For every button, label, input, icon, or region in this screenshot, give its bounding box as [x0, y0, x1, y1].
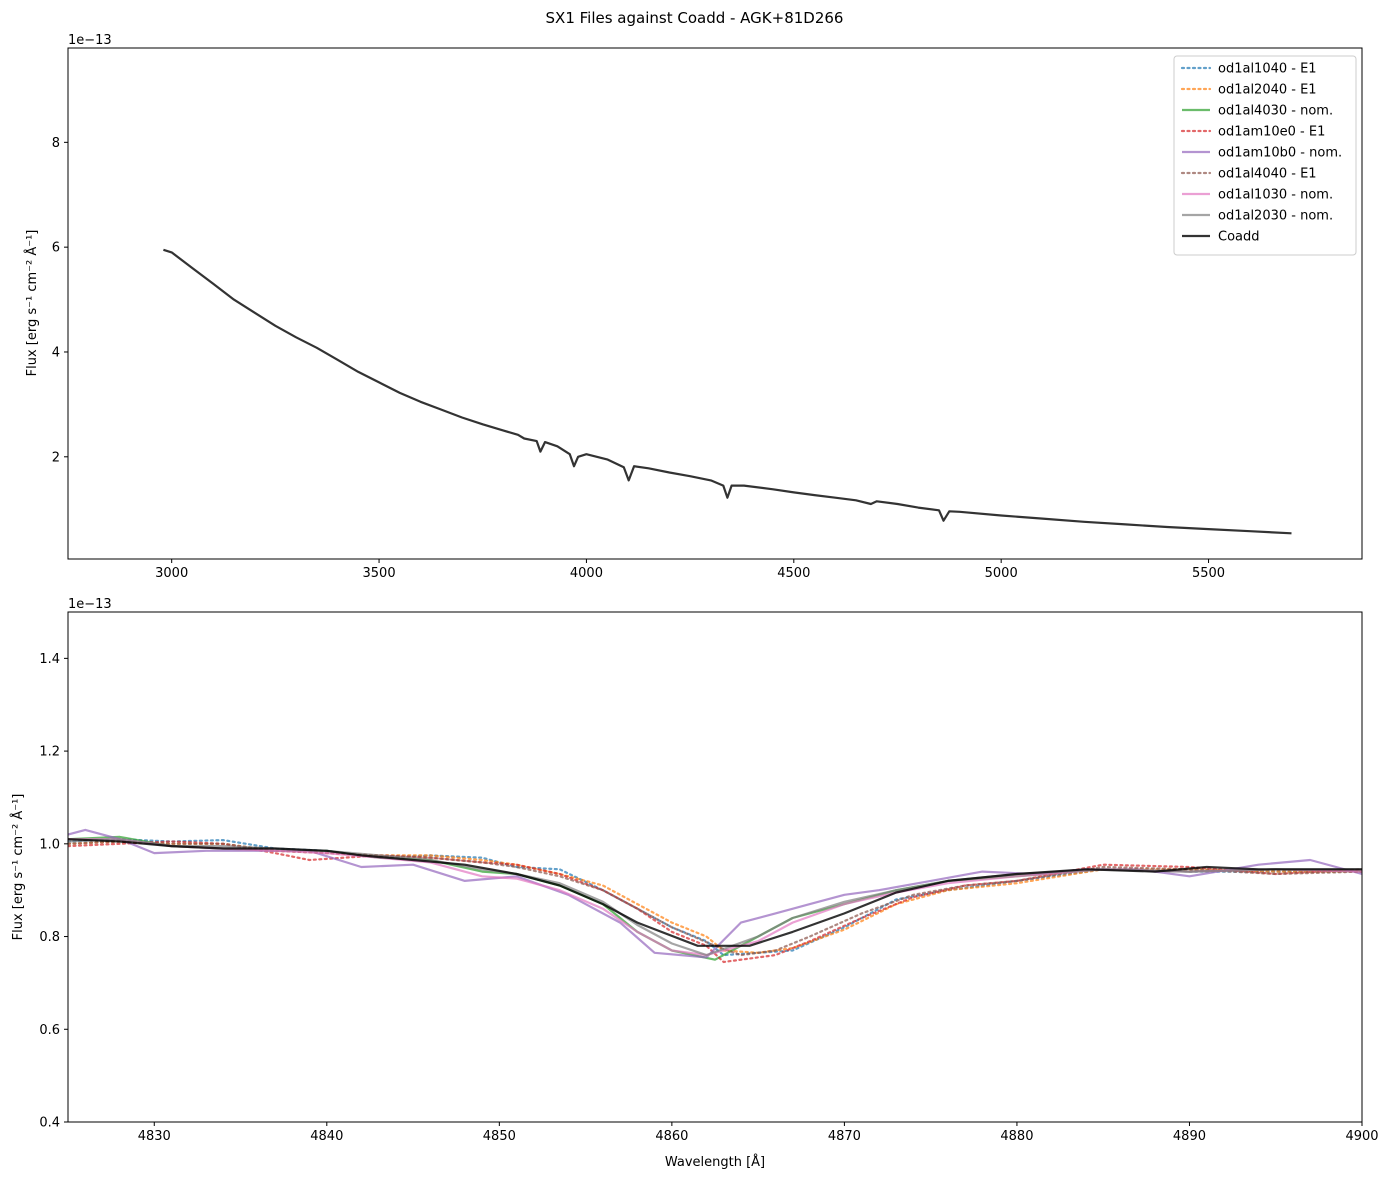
x-tick-label: 5500 — [1192, 566, 1225, 581]
x-tick-label: 4850 — [483, 1129, 516, 1144]
series-line-od1al2030 — [68, 838, 1362, 957]
legend-label: od1al1040 - E1 — [1218, 62, 1317, 77]
bottom-y-axis-label: Flux [erg s⁻¹ cm⁻² Å⁻¹] — [10, 794, 26, 941]
x-tick-label: 4830 — [138, 1129, 171, 1144]
series-line-od1al1030 — [68, 838, 1362, 957]
legend-label: od1am10e0 - E1 — [1218, 125, 1325, 140]
bottom-plot-frame — [67, 611, 1363, 1123]
series-line-coadd — [68, 838, 1362, 947]
x-tick-label: 5000 — [985, 566, 1018, 581]
x-tick-label: 4500 — [777, 566, 810, 581]
legend-label: od1am10b0 - nom. — [1218, 146, 1342, 161]
series-line-od1al2040 — [68, 840, 1362, 954]
series-line-coadd — [163, 248, 1292, 535]
bottom-x-axis-label: Wavelength [Å] — [665, 1154, 765, 1170]
legend-label: od1al1030 - nom. — [1218, 188, 1333, 203]
bottom-x-axis: 4830 4840 4850 4860 4870 4880 4890 4900 — [138, 1122, 1379, 1144]
y-tick-label: 1.4 — [39, 652, 60, 667]
top-plot-frame — [67, 47, 1363, 560]
series-line-od1am10e0 — [68, 840, 1362, 964]
y-tick-label: 0.6 — [39, 1023, 60, 1038]
bottom-panel: 4830 4840 4850 4860 4870 4880 4890 4900 0.40.60… — [10, 597, 1379, 1170]
bottom-series-group — [68, 828, 1362, 964]
y-tick-label: 0.8 — [39, 930, 60, 945]
bottom-y-offset-label: 1e−13 — [68, 597, 112, 612]
legend-label: od1al4030 - nom. — [1218, 104, 1333, 119]
x-tick-label: 4880 — [1000, 1129, 1033, 1144]
x-tick-label: 3000 — [155, 566, 188, 581]
y-tick-label: 8 — [52, 136, 60, 151]
figure-title: SX1 Files against Coadd - AGK+81D266 — [546, 9, 844, 27]
legend-label: od1al2030 - nom. — [1218, 209, 1333, 224]
y-tick-label: 4 — [52, 345, 60, 360]
y-tick-label: 0.4 — [39, 1116, 60, 1131]
y-tick-label: 2 — [52, 450, 60, 465]
x-tick-label: 4840 — [310, 1129, 343, 1144]
x-tick-label: 4860 — [655, 1129, 688, 1144]
top-series-group — [163, 248, 1292, 535]
x-tick-label: 4000 — [570, 566, 603, 581]
legend-box — [1173, 55, 1357, 256]
top-x-axis: 3000 3500 4000 4500 5000 5500 — [155, 559, 1225, 581]
series-line-od1al4030 — [68, 835, 1362, 961]
y-tick-label: 6 — [52, 241, 60, 256]
bottom-y-axis: 0.4 0.6 0.8 1.0 1.2 1.4 — [39, 652, 68, 1131]
x-tick-label: 4890 — [1173, 1129, 1206, 1144]
y-tick-label: 1.2 — [39, 745, 60, 760]
top-y-axis-label: Flux [erg s⁻¹ cm⁻² Å⁻¹] — [24, 230, 40, 377]
series-line-od1al1040 — [68, 838, 1362, 957]
top-legend: od1al1040 - E1 od1al2040 - E1 od1al4030 - … — [1173, 55, 1357, 256]
legend-label: od1al2040 - E1 — [1218, 83, 1317, 98]
x-tick-label: 4870 — [828, 1129, 861, 1144]
top-panel: 3000 3500 4000 4500 5000 5500 2 4 6 8 1e−13 Flux… — [24, 33, 1363, 581]
y-tick-label: 1.0 — [39, 837, 60, 852]
top-y-axis: 2 4 6 8 — [52, 136, 68, 465]
x-tick-label: 3500 — [363, 566, 396, 581]
top-y-offset-label: 1e−13 — [68, 33, 112, 48]
legend-label: od1al4040 - E1 — [1218, 167, 1317, 182]
series-line-od1al4040 — [68, 840, 1362, 957]
x-tick-label: 4900 — [1345, 1129, 1378, 1144]
legend-label: Coadd — [1218, 230, 1260, 245]
